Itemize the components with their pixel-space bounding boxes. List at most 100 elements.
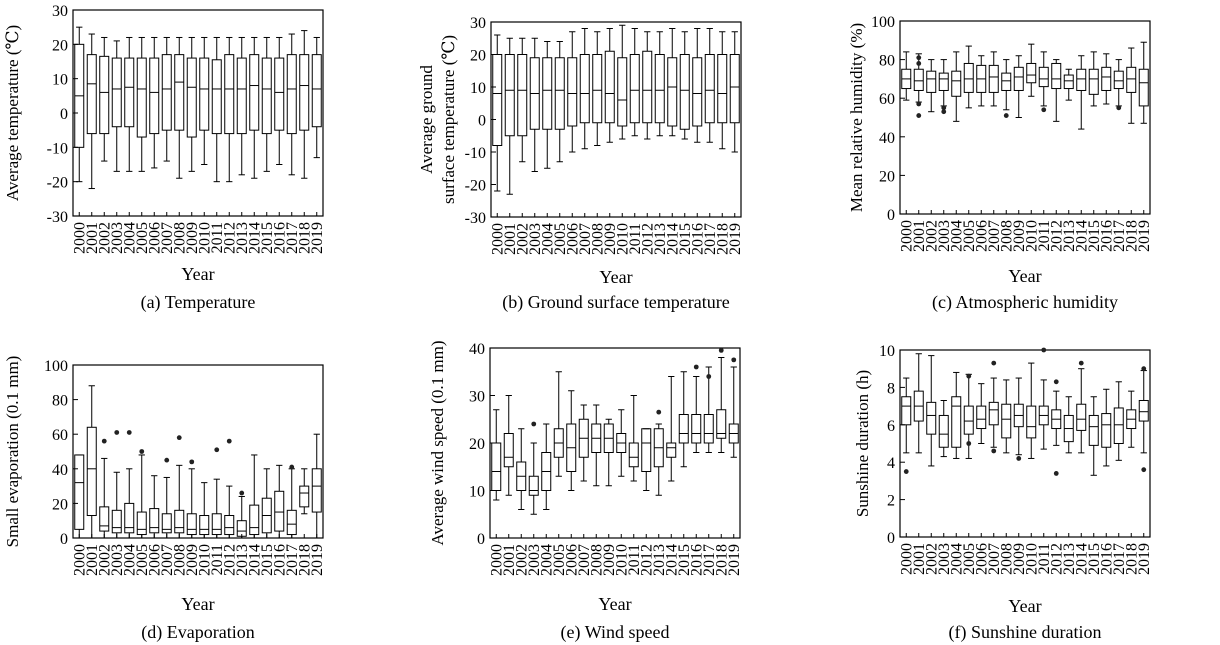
box-body — [1051, 62, 1062, 90]
outlier-point — [164, 457, 170, 463]
x-tick-label: 2014 — [664, 223, 681, 255]
box-2011 — [211, 478, 222, 539]
box-body — [111, 57, 122, 128]
box-2015 — [1088, 51, 1099, 107]
box-2019 — [311, 36, 322, 159]
x-tick-label: 2006 — [973, 543, 990, 575]
box-body — [224, 54, 235, 135]
subfigure-caption: (c) Atmospheric humidity — [932, 292, 1118, 313]
x-tick-label: 2004 — [948, 220, 965, 252]
x-tick-label: 2000 — [898, 220, 915, 252]
outlier-point — [941, 105, 947, 111]
outlier-point — [916, 113, 922, 118]
box-2015 — [1088, 396, 1099, 476]
box-2018 — [299, 468, 310, 515]
box-2012 — [224, 485, 235, 539]
box-2013 — [236, 36, 247, 176]
x-tick-label: 2016 — [1098, 220, 1115, 252]
box-2009 — [186, 36, 197, 172]
x-tick-label: 2008 — [998, 543, 1015, 575]
x-tick-label: 2017 — [284, 544, 301, 576]
y-tick-label: 0 — [887, 530, 895, 547]
box-body — [691, 414, 702, 444]
outlier-point — [693, 364, 699, 370]
box-body — [1113, 407, 1124, 444]
box-body — [542, 57, 553, 130]
x-tick-label: 2008 — [998, 220, 1015, 252]
y-tick-label: 6 — [887, 418, 895, 435]
box-2013 — [236, 495, 247, 539]
x-tick-label: 2016 — [271, 544, 288, 576]
box-2018 — [1126, 390, 1137, 448]
box-2016 — [274, 464, 285, 539]
x-tick-label: 2007 — [986, 543, 1003, 575]
x-tick-label: 2019 — [309, 544, 326, 576]
x-tick-label: 2013 — [234, 544, 251, 576]
x-tick-label: 2009 — [601, 544, 618, 576]
x-tick-label: 2001 — [84, 222, 101, 254]
x-tick-label: 2000 — [898, 543, 915, 575]
box-body — [554, 57, 565, 130]
outlier-point — [1041, 107, 1047, 113]
x-tick-label: 2015 — [1086, 543, 1103, 575]
y-tick-label: 4 — [887, 455, 895, 472]
subfigure-caption: (b) Ground surface temperature — [502, 292, 729, 313]
outlier-point — [706, 374, 712, 379]
box-body — [274, 57, 285, 131]
box-body — [1101, 66, 1112, 91]
box-2003 — [529, 37, 540, 172]
box-body — [274, 490, 285, 532]
x-tick-label: 2018 — [296, 222, 313, 254]
box-body — [111, 509, 122, 534]
x-tick-label: 2008 — [588, 544, 605, 576]
x-tick-label: 2012 — [1048, 543, 1065, 575]
x-tick-label: 2005 — [961, 220, 978, 252]
box-2011 — [1038, 379, 1049, 450]
plot-frame — [899, 349, 1151, 538]
box-body — [938, 72, 949, 91]
box-2003 — [528, 442, 539, 515]
x-tick-label: 2001 — [84, 544, 101, 576]
outlier-point — [239, 490, 245, 496]
x-tick-label: 2006 — [973, 220, 990, 252]
box-body — [236, 57, 247, 135]
box-body — [629, 54, 640, 124]
box-body — [1063, 74, 1074, 90]
box-body — [211, 59, 222, 135]
box-body — [503, 433, 514, 468]
box-body — [729, 54, 740, 124]
box-2018 — [716, 357, 727, 453]
x-axis-label: Year — [1008, 266, 1041, 286]
x-axis-label: Year — [598, 594, 631, 614]
y-tick-label: 0 — [478, 113, 486, 130]
outlier-point — [941, 109, 947, 115]
box-body — [224, 515, 235, 536]
outlier-point — [1016, 456, 1022, 461]
box-2010 — [616, 409, 627, 477]
box-2002 — [926, 355, 937, 467]
y-tick-label: 10 — [470, 80, 486, 97]
box-2016 — [1101, 388, 1112, 467]
box-body — [199, 515, 210, 536]
box-body — [286, 509, 297, 536]
box-2003 — [111, 40, 122, 172]
box-body — [1088, 68, 1099, 95]
box-2004 — [541, 423, 552, 510]
box-2018 — [1126, 47, 1137, 124]
box-body — [1126, 66, 1137, 93]
box-body — [604, 50, 615, 124]
box-2010 — [1026, 362, 1037, 459]
x-tick-label: 2001 — [911, 543, 928, 575]
box-body — [678, 414, 689, 444]
box-body — [136, 57, 147, 138]
box-2008 — [1001, 59, 1012, 111]
box-2011 — [628, 395, 639, 482]
x-tick-label: 2015 — [259, 544, 276, 576]
y-tick-label: 40 — [879, 130, 895, 147]
box-body — [654, 54, 665, 124]
box-2007 — [578, 404, 589, 482]
x-tick-label: 2001 — [502, 223, 519, 255]
box-2016 — [692, 28, 703, 143]
chart-panel-5: 0 2 4 6 8 10 Sunshine duration (h) 200020012002… — [853, 343, 1153, 643]
box-2017 — [703, 366, 714, 453]
